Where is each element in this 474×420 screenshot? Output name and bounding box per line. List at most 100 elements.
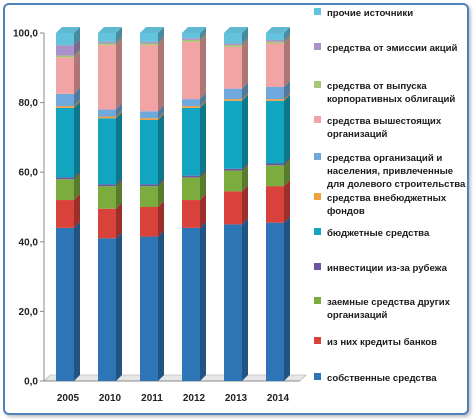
legend-item: средства вышестоящих организаций — [314, 116, 442, 140]
x-tick-label: 2005 — [57, 393, 80, 404]
bar-segment — [266, 37, 290, 87]
bar-segment — [98, 103, 122, 117]
legend-label: собственные средства — [327, 373, 437, 384]
bar-segment — [224, 39, 248, 47]
bar-segment — [266, 33, 290, 42]
legend-item: бюджетные средства — [314, 228, 430, 239]
bar-segment — [98, 110, 122, 119]
bar-segment — [98, 202, 122, 239]
bar-segment — [98, 39, 122, 110]
legend-label: организаций — [327, 310, 388, 321]
legend-label: прочие источники — [327, 8, 413, 19]
bar-segment — [224, 162, 248, 171]
x-tick-label: 2013 — [225, 393, 248, 404]
legend-item: инвестиции из-за рубежа — [314, 263, 448, 274]
bar-segment — [56, 101, 80, 178]
bar-segment — [140, 114, 164, 185]
bar-top — [56, 27, 80, 33]
bar-segment — [98, 35, 122, 44]
bar-segment — [98, 180, 122, 209]
legend-label: фондов — [327, 206, 365, 217]
bar-segment — [182, 169, 206, 178]
bar-segment — [224, 94, 248, 169]
legend-label: средства от выпуска — [327, 81, 427, 92]
bar-segment — [98, 232, 122, 381]
legend-item: средства внебюджетных фондов — [314, 193, 447, 217]
bar-segment — [182, 100, 206, 108]
bar-segment — [98, 27, 122, 42]
legend-item: средства организаций и населения, привлеч… — [314, 153, 466, 190]
y-tick-label: 60,0 — [19, 168, 39, 179]
bar-segment — [224, 82, 248, 100]
bar-segment — [56, 221, 80, 381]
bar-segment — [140, 180, 164, 207]
y-tick-label: 0,0 — [24, 377, 38, 388]
legend-swatch — [314, 297, 321, 304]
legend-label: корпоративных облигаций — [327, 94, 455, 105]
bar-segment — [140, 37, 164, 46]
y-tick-label: 80,0 — [19, 98, 39, 109]
bar-segment — [224, 27, 248, 44]
bar-segment — [266, 27, 290, 40]
bar-segment — [182, 194, 206, 228]
bar-segment — [140, 39, 164, 112]
bar-segment — [266, 94, 290, 164]
bar-segment — [224, 37, 248, 46]
x-tick-label: 2010 — [99, 393, 122, 404]
y-tick-label: 20,0 — [19, 307, 39, 318]
bar-segment — [140, 105, 164, 119]
bar-segment — [182, 32, 206, 40]
bar-segment — [140, 178, 164, 187]
legend-item: заемные средства других организаций — [314, 297, 451, 321]
legend-swatch — [314, 193, 321, 200]
legend-item: из них кредиты банков — [314, 337, 437, 348]
bar-segment — [182, 93, 206, 107]
bar-top — [140, 27, 164, 33]
legend-swatch — [314, 228, 321, 235]
bar-segment — [266, 80, 290, 100]
bar-segment — [140, 27, 164, 42]
legend-label: заемные средства других — [327, 297, 451, 308]
legend-label: средства организаций и — [327, 153, 442, 164]
legend-item: собственные средства — [314, 373, 437, 384]
bar-segment — [98, 112, 122, 185]
legend-swatch — [314, 337, 321, 344]
legend-swatch — [314, 43, 321, 50]
bar-segment — [182, 33, 206, 42]
bar-segment — [140, 201, 164, 237]
bar-segment — [182, 101, 206, 176]
x-tick-label: 2012 — [183, 393, 206, 404]
legend-label: средства вышестоящих — [327, 116, 442, 127]
bar-segment — [56, 173, 80, 201]
bar-segment — [56, 49, 80, 58]
legend-swatch — [314, 81, 321, 88]
bar-segment — [266, 157, 290, 166]
bar-segment — [56, 87, 80, 107]
bar-segment — [266, 35, 290, 44]
legend-label: инвестиции из-за рубежа — [327, 263, 448, 274]
legend-label: средства от эмиссии акций — [327, 43, 458, 54]
bar-segment — [224, 185, 248, 225]
bar-segment — [140, 35, 164, 44]
bar-top — [266, 27, 290, 33]
legend-item: прочие источники — [314, 8, 413, 19]
legend-swatch — [314, 373, 321, 380]
bar-segment — [182, 171, 206, 201]
bar-segment — [224, 93, 248, 101]
bar-top — [182, 27, 206, 33]
legend-swatch — [314, 116, 321, 123]
bar-segment — [266, 159, 290, 187]
legend-swatch — [314, 8, 321, 15]
bar-top — [98, 27, 122, 33]
bar-segment — [182, 27, 206, 39]
bar-top — [224, 27, 248, 33]
bar-segment — [224, 40, 248, 89]
legend-item: средства от эмиссии акций — [314, 43, 458, 54]
legend-label: населения, привлеченные — [327, 166, 453, 177]
bar-segment — [98, 178, 122, 187]
bar-segment — [56, 51, 80, 94]
bar-segment — [266, 180, 290, 223]
y-tick-label: 100,0 — [13, 29, 38, 40]
legend-swatch — [314, 153, 321, 160]
x-tick-label: 2014 — [267, 393, 290, 404]
